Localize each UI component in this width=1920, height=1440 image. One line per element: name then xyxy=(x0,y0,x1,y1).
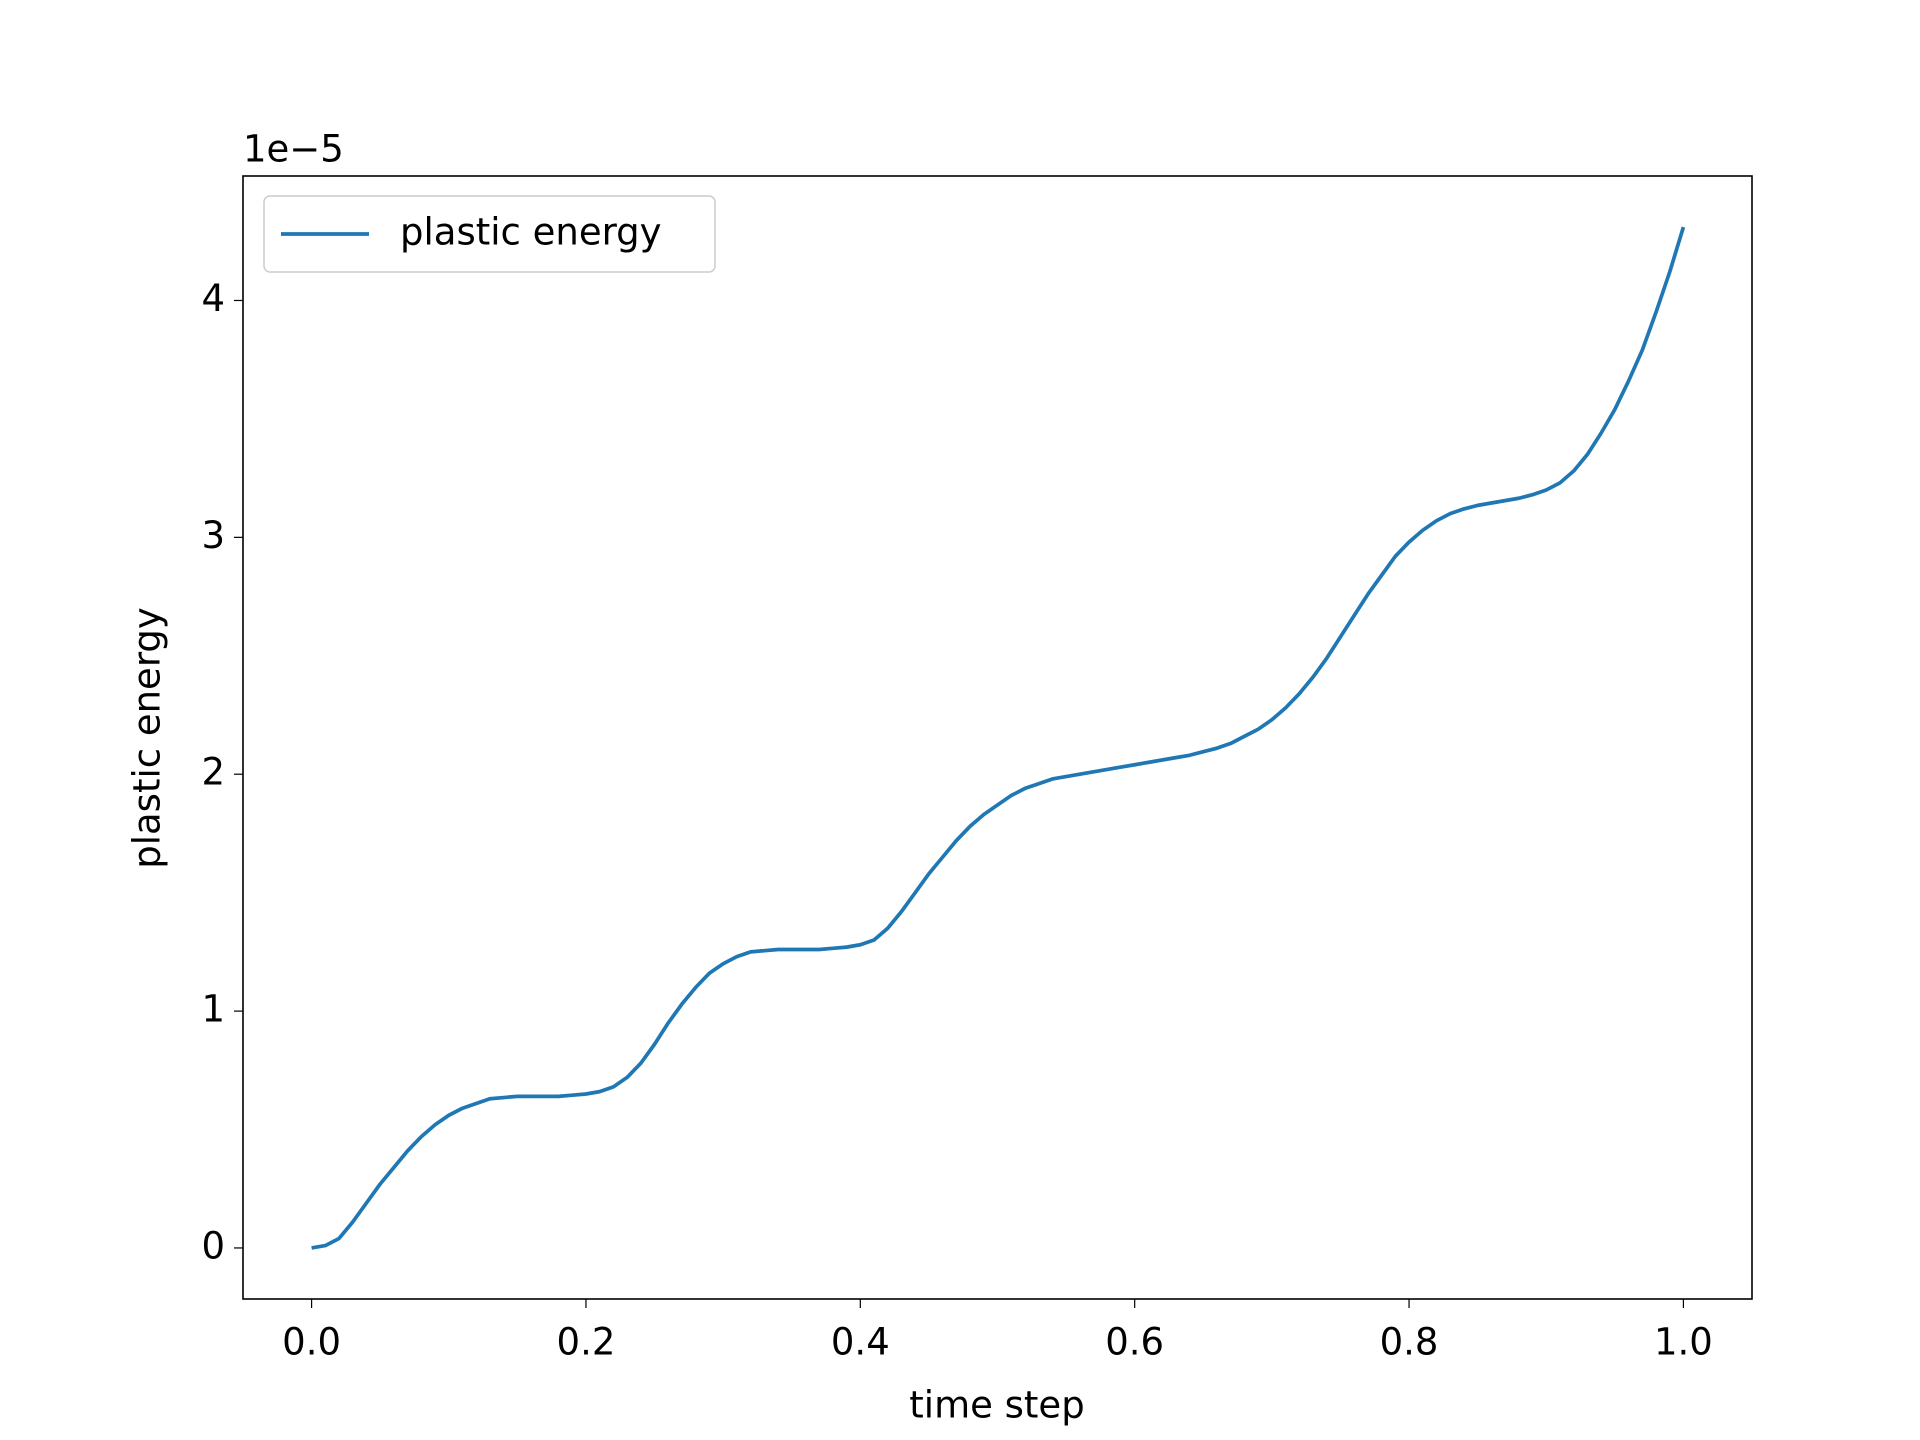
y-tick-label: 1 xyxy=(201,988,225,1031)
x-axis-label: time step xyxy=(909,1384,1084,1427)
legend-label: plastic energy xyxy=(400,211,662,254)
x-tick-label: 0.4 xyxy=(831,1321,890,1364)
x-tick-label: 1.0 xyxy=(1654,1321,1713,1364)
data-line xyxy=(311,226,1686,1250)
plot-frame xyxy=(242,175,1753,1300)
y-tick-label: 4 xyxy=(201,277,225,320)
x-tick-label: 0.2 xyxy=(557,1321,616,1364)
y-tick-label: 2 xyxy=(201,751,225,794)
y-tick-label: 3 xyxy=(201,514,225,557)
x-tick-label: 0.6 xyxy=(1105,1321,1164,1364)
y-offset-text: 1e−5 xyxy=(243,128,344,171)
x-tick-label: 0.8 xyxy=(1380,1321,1439,1364)
legend-box xyxy=(263,195,716,273)
y-axis-label: plastic energy xyxy=(126,607,169,869)
y-tick-label: 0 xyxy=(201,1224,225,1267)
x-tick-label: 0.0 xyxy=(282,1321,341,1364)
